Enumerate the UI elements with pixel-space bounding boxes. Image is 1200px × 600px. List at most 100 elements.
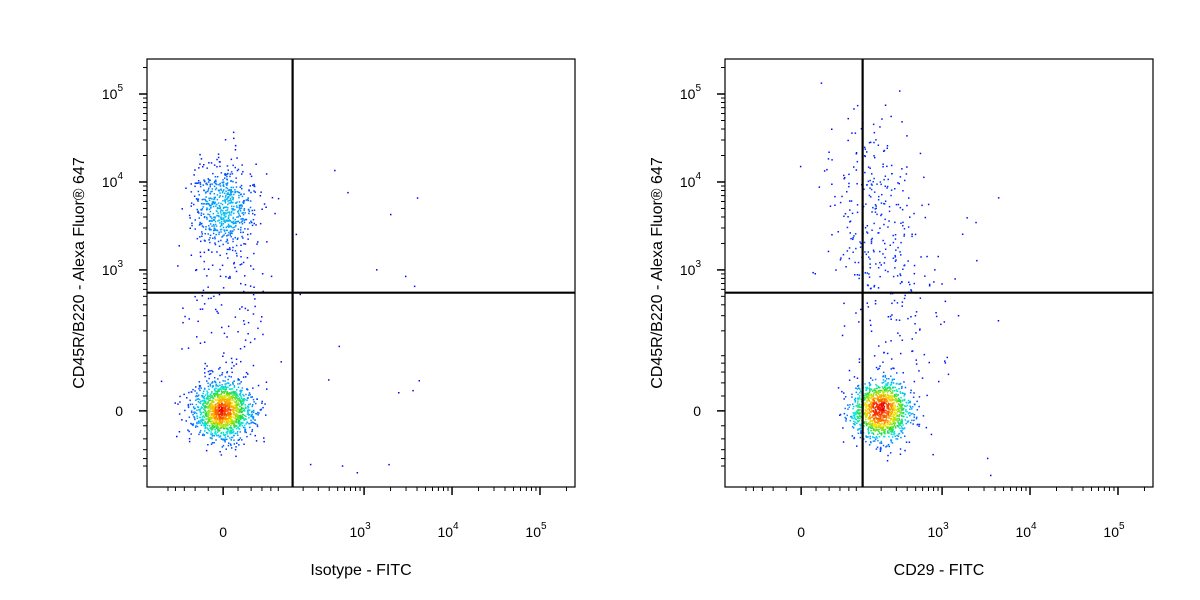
event-dot <box>232 430 235 433</box>
event-dot <box>884 380 887 382</box>
event-dot <box>877 398 879 400</box>
event-dot <box>222 243 224 246</box>
event-dot <box>231 394 234 396</box>
event-dot <box>224 390 227 392</box>
event-dot <box>899 206 902 209</box>
event-dot <box>214 428 216 431</box>
event-dot <box>199 163 201 165</box>
event-dot <box>211 386 214 389</box>
event-dot <box>232 209 235 211</box>
event-dot <box>906 411 908 413</box>
event-dot <box>886 147 888 149</box>
event-dot <box>217 412 220 414</box>
event-dot <box>242 410 244 412</box>
event-dot <box>215 415 218 418</box>
event-dot <box>883 149 886 152</box>
event-dot <box>867 411 869 414</box>
event-dot <box>195 403 198 406</box>
event-dot <box>213 407 215 409</box>
event-dot <box>894 188 896 190</box>
event-dot <box>208 239 210 241</box>
event-dot <box>216 207 219 210</box>
event-dot <box>232 221 234 223</box>
event-dot <box>232 407 234 409</box>
event-dot <box>873 286 875 288</box>
event-dot <box>878 423 881 425</box>
event-dot <box>235 222 237 225</box>
event-dot <box>846 414 848 417</box>
event-dot <box>875 448 878 450</box>
event-dot <box>884 389 887 391</box>
event-dot <box>881 412 883 414</box>
event-dot <box>872 417 875 420</box>
event-dot <box>211 403 214 406</box>
event-dot <box>224 232 227 234</box>
event-dot <box>237 212 240 215</box>
event-dot <box>883 410 886 412</box>
event-dot <box>910 413 912 415</box>
event-dot <box>878 412 880 414</box>
event-dot <box>202 415 205 417</box>
event-dot <box>245 431 247 434</box>
event-dot <box>884 256 886 259</box>
event-dot <box>246 410 249 412</box>
event-dot <box>190 191 193 193</box>
event-dot <box>868 444 871 446</box>
event-dot <box>894 404 896 407</box>
event-dot <box>224 403 226 405</box>
event-dot <box>230 189 232 191</box>
event-dot <box>208 220 211 222</box>
event-dot <box>203 405 205 407</box>
event-dot <box>892 402 894 405</box>
event-dot <box>203 424 206 426</box>
event-dot <box>873 400 875 402</box>
event-dot <box>226 336 228 338</box>
event-dot <box>213 420 215 423</box>
event-dot <box>247 405 249 407</box>
event-dot <box>884 435 886 438</box>
event-dot <box>258 412 260 414</box>
event-dot <box>225 399 228 401</box>
event-dot <box>216 158 218 161</box>
event-dot <box>903 392 905 395</box>
event-dot <box>242 202 245 205</box>
event-dot <box>865 203 867 205</box>
event-dot <box>231 406 233 408</box>
event-dot <box>338 345 340 348</box>
event-dot <box>200 406 203 408</box>
event-dot <box>857 416 860 418</box>
event-dot <box>226 209 229 211</box>
event-dot <box>209 397 211 400</box>
event-dot <box>198 167 200 169</box>
event-dot <box>215 205 217 207</box>
event-dot <box>882 409 885 412</box>
event-dot <box>882 163 884 165</box>
event-dot <box>214 188 217 191</box>
event-dot <box>215 390 217 393</box>
event-dot <box>892 390 894 392</box>
event-dot <box>197 182 200 184</box>
event-dot <box>212 205 215 208</box>
event-dot <box>224 174 227 177</box>
event-dot <box>231 416 233 418</box>
event-dot <box>230 190 233 193</box>
event-dot <box>251 221 253 224</box>
event-dot <box>203 179 205 181</box>
event-dot <box>841 195 843 198</box>
event-dot <box>859 409 861 411</box>
event-dot <box>248 403 250 406</box>
event-dot <box>860 398 862 401</box>
event-dot <box>233 423 236 425</box>
event-dot <box>223 212 226 214</box>
event-dot <box>202 422 204 425</box>
event-dot <box>886 352 889 355</box>
event-dot <box>874 388 876 390</box>
event-dot <box>219 395 221 398</box>
event-dot <box>225 219 228 221</box>
event-dot <box>878 415 880 418</box>
event-dot <box>229 443 232 445</box>
event-dot <box>223 391 226 393</box>
event-dot <box>871 396 873 398</box>
event-dot <box>222 235 224 237</box>
event-dot <box>865 421 867 423</box>
